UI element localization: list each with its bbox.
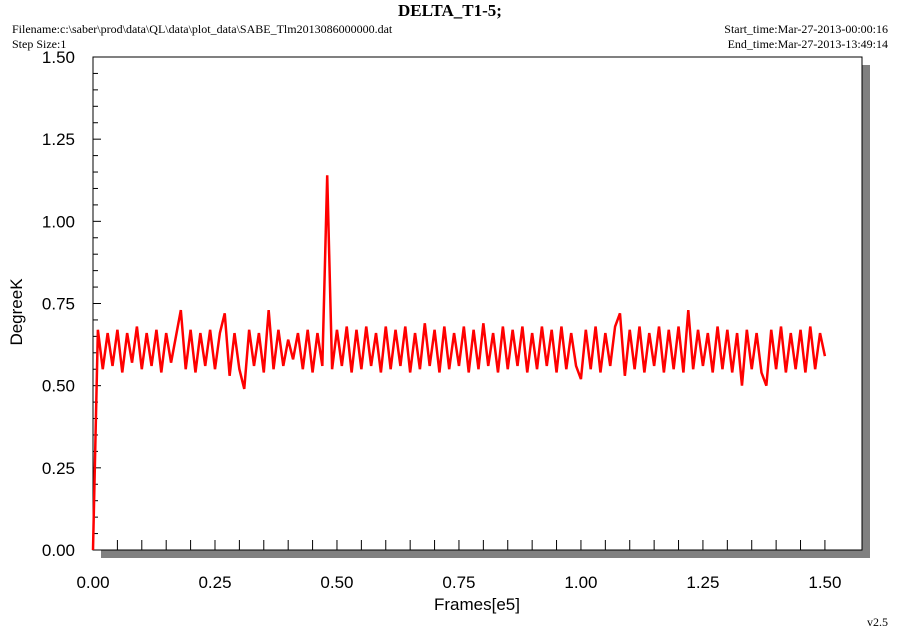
y-tick-label: 1.25 [42, 130, 75, 149]
y-tick-label: 0.25 [42, 459, 75, 478]
end-time: End_time:Mar-27-2013-13:49:14 [728, 37, 888, 51]
x-tick-label: 1.25 [686, 573, 719, 592]
step-size: Step Size:1 [12, 37, 66, 51]
plot-area [92, 56, 863, 551]
x-tick-label: 0.50 [320, 573, 353, 592]
chart-title: DELTA_T1-5; [398, 1, 502, 20]
x-axis-label: Frames[e5] [434, 595, 520, 614]
y-axis-label: DegreeK [7, 278, 26, 346]
y-tick-label: 1.00 [42, 212, 75, 231]
y-tick-label: 1.50 [42, 48, 75, 67]
start-time: Start_time:Mar-27-2013-00:00:16 [724, 22, 888, 36]
version: v2.5 [867, 615, 888, 629]
x-tick-label: 1.50 [808, 573, 841, 592]
data-line [91, 175, 827, 551]
x-tick-label: 1.00 [564, 573, 597, 592]
y-tick-label: 0.50 [42, 377, 75, 396]
x-tick-label: 0.25 [198, 573, 231, 592]
x-tick-label: 0.00 [76, 573, 109, 592]
y-tick-label: 0.00 [42, 541, 75, 560]
filename: Filename:c:\saber\prod\data\QL\data\plot… [12, 22, 393, 36]
x-tick-label: 0.75 [442, 573, 475, 592]
y-tick-label: 0.75 [42, 295, 75, 314]
